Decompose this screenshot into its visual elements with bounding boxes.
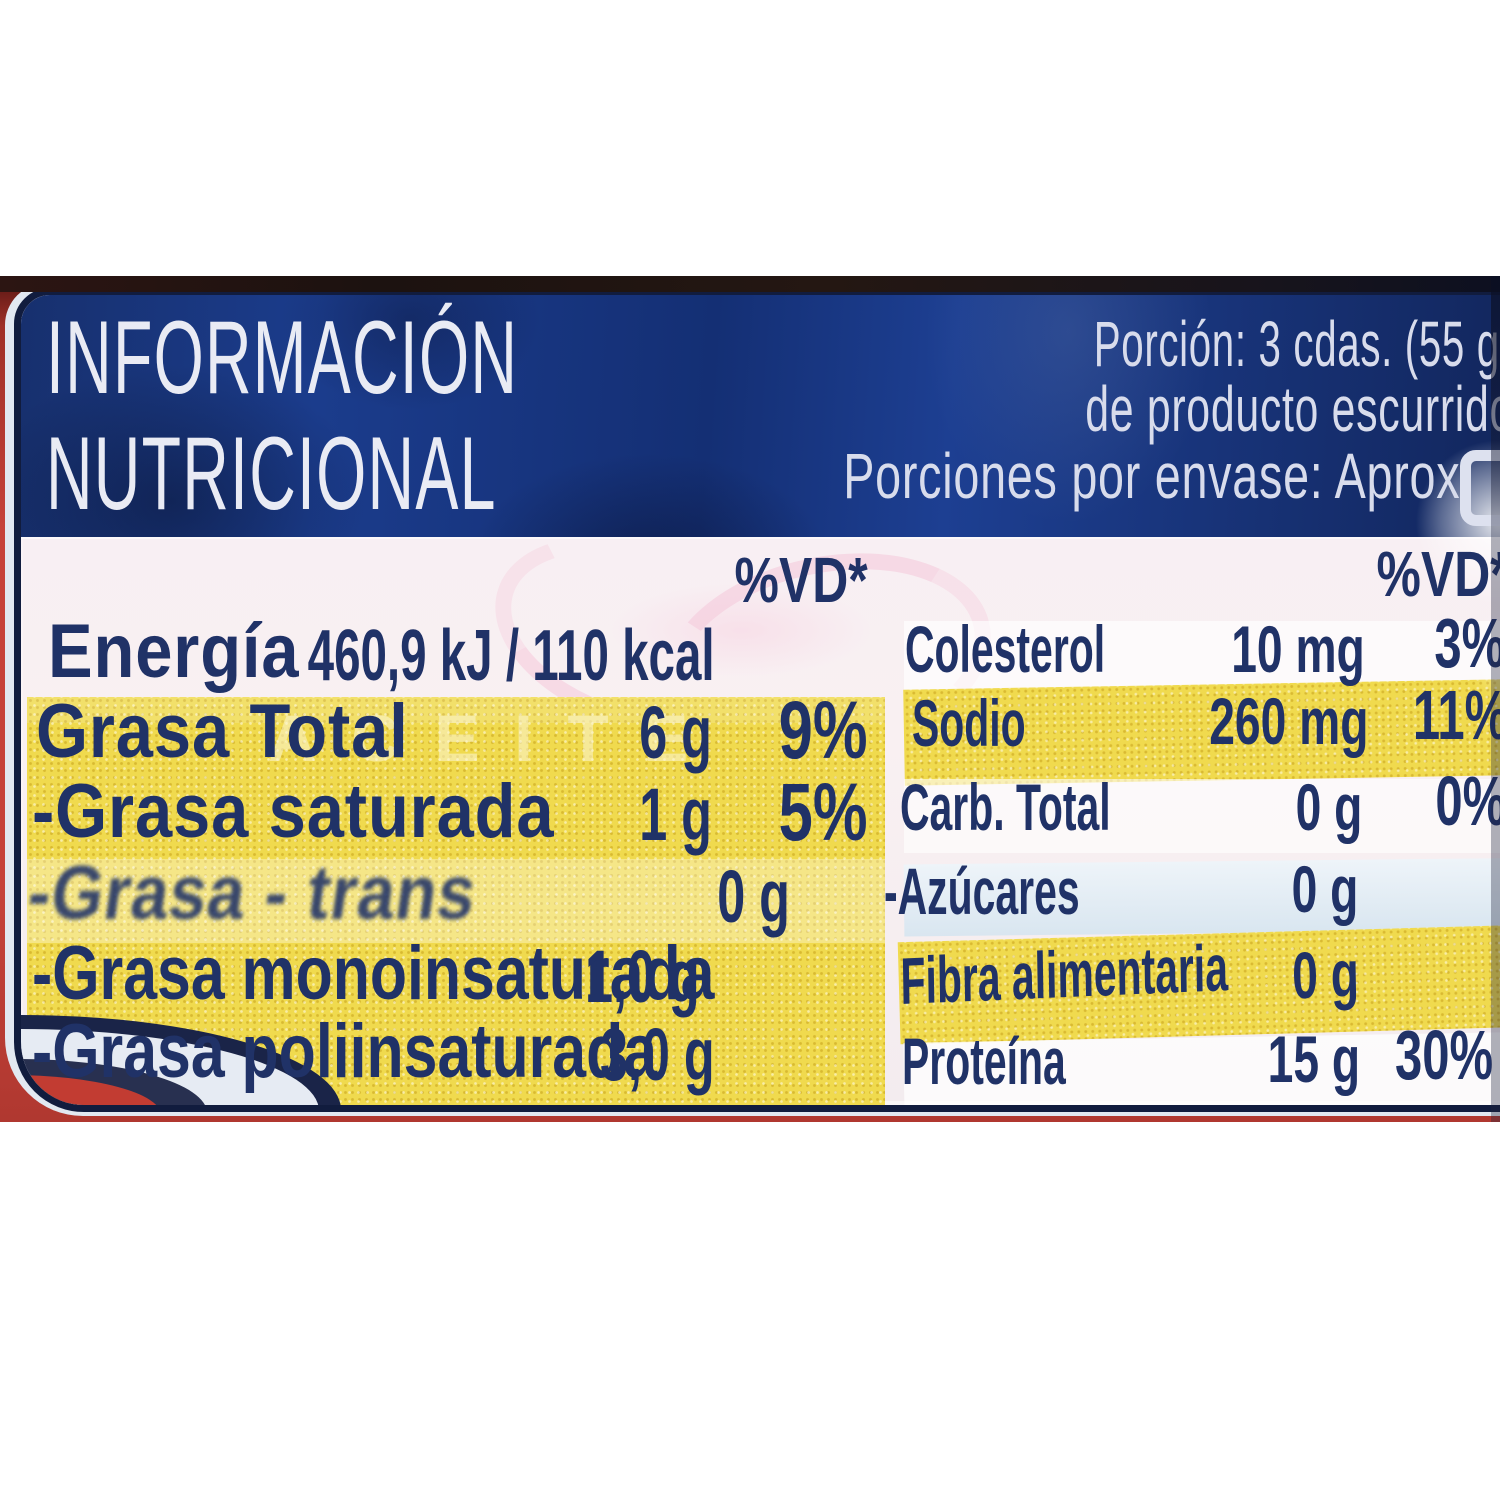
clipped-character xyxy=(1460,450,1500,526)
nutrient-amount-azucares: 0 g xyxy=(1291,852,1358,926)
serving-drained-line: de producto escurrido xyxy=(1085,373,1500,445)
daily-value-header-right: %VD* xyxy=(1376,538,1500,610)
panel-header-band xyxy=(21,295,1500,537)
nutrient-name-grasa-monoinsaturada: -Grasa monoinsaturada xyxy=(32,931,715,1016)
servings-per-container-line: Porciones por envase: Aprox. xyxy=(843,440,1474,512)
daily-value-header-left: %VD* xyxy=(734,544,868,616)
nutrient-amount-proteina: 15 g xyxy=(1267,1022,1360,1096)
nutrient-name-colesterol: Colesterol xyxy=(905,612,1106,686)
nutrient-name-sodio: Sodio xyxy=(912,686,1026,760)
carb-row-band xyxy=(904,779,1500,853)
nutrient-dv-grasa-saturada: 5% xyxy=(779,767,868,858)
band-sheen xyxy=(27,859,885,943)
nutrient-name-proteina: Proteína xyxy=(902,1024,1066,1098)
nutrient-amount-grasa-saturada: 1 g xyxy=(639,773,712,856)
nutrient-dv-proteina: 30% xyxy=(1394,1016,1493,1094)
nutrient-name-energia: Energía xyxy=(48,609,300,694)
nutrient-dv-sodio: 11% xyxy=(1412,676,1500,754)
panel-title-line1: INFORMACIÓN xyxy=(46,300,519,416)
nutrient-name-fibra: Fibra alimentaria xyxy=(899,930,1229,1018)
nutrient-name-grasa-trans: -Grasa - trans xyxy=(22,851,482,936)
nutrient-amount-grasa-total: 6 g xyxy=(639,691,712,774)
nutrient-amount-carb-total: 0 g xyxy=(1295,770,1362,844)
fat-highlight-band xyxy=(27,697,885,1105)
nutrient-amount-fibra: 0 g xyxy=(1291,936,1360,1013)
nutrient-name-grasa-saturada: -Grasa saturada xyxy=(32,769,555,854)
nutrient-name-grasa-total: Grasa Total xyxy=(36,689,409,774)
pink-swirl-art xyxy=(561,565,921,695)
label-top-shadow-edge xyxy=(0,276,1500,292)
nutrient-name-grasa-poliinsaturada: -Grasa poliinsaturada xyxy=(32,1009,658,1094)
nutrient-dv-carb-total: 0% xyxy=(1435,762,1500,840)
nutrient-amount-grasa-poliinsaturada: 3,0 g xyxy=(600,1013,715,1096)
nutrient-amount-grasa-monoinsaturada: 1,0 g xyxy=(585,935,700,1018)
nutrient-name-azucares: -Azúcares xyxy=(884,854,1080,928)
band-sheen xyxy=(27,697,885,723)
aceite-watermark: ACEITE xyxy=(268,701,723,775)
nutrient-dv-colesterol: 3% xyxy=(1434,604,1500,682)
nutrient-amount-energia: 460,9 kJ / 110 kcal xyxy=(308,616,715,696)
nutrient-amount-colesterol: 10 mg xyxy=(1231,612,1365,686)
nutrient-amount-grasa-trans: 0 g xyxy=(717,855,790,938)
nutrition-panel xyxy=(14,288,1500,1112)
nutrient-amount-sodio: 260 mg xyxy=(1208,684,1368,758)
nutrient-dv-grasa-total: 9% xyxy=(779,685,868,776)
nutrient-name-carb-total: Carb. Total xyxy=(900,770,1111,844)
serving-size-line: Porción: 3 cdas. (55 g) xyxy=(1093,308,1500,380)
label-right-shadow-edge xyxy=(1491,276,1500,1122)
panel-title-line2: NUTRICIONAL xyxy=(46,416,497,532)
product-label-photo: INFORMACIÓN NUTRICIONAL Porción: 3 cdas.… xyxy=(0,276,1500,1122)
label-text-layer: INFORMACIÓN NUTRICIONAL Porción: 3 cdas.… xyxy=(0,276,1500,1122)
